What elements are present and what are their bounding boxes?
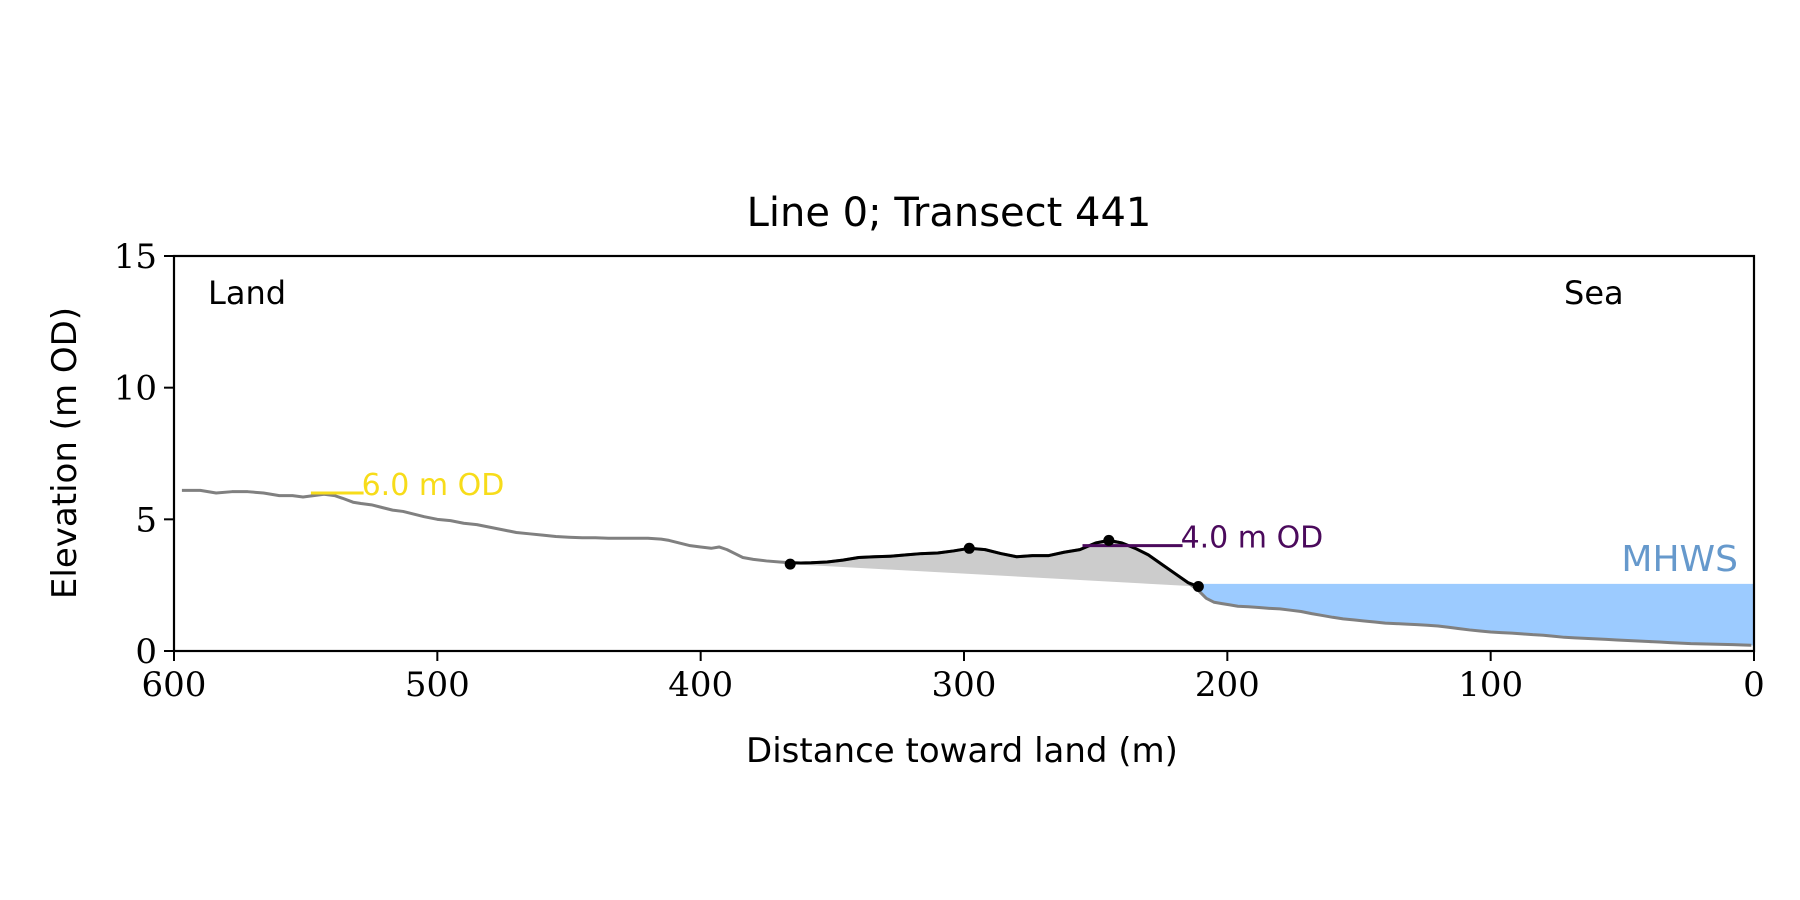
- x-tick-label-0: 0: [1743, 665, 1765, 705]
- land-label: Land: [208, 274, 286, 312]
- x-tick-label-100: 100: [1458, 665, 1523, 705]
- dune-crest-point: [1103, 534, 1115, 546]
- od-marker-label-0: 6.0 m OD: [362, 468, 505, 503]
- chart-title: Line 0; Transect 441: [747, 190, 1152, 236]
- x-tick-label-400: 400: [668, 665, 733, 705]
- x-tick-label-200: 200: [1195, 665, 1260, 705]
- y-axis: 0 5 10 15: [114, 237, 174, 672]
- x-tick-label-600: 600: [142, 665, 207, 705]
- plot-area: 6.0 m OD 4.0 m OD MHWS: [181, 468, 1754, 647]
- dune-mid-point: [963, 542, 975, 554]
- mhws-label: MHWS: [1621, 539, 1738, 580]
- x-axis: 600 500 400 300 200 100 0: [142, 651, 1765, 705]
- sea-label: Sea: [1564, 274, 1624, 312]
- x-tick-label-300: 300: [932, 665, 997, 705]
- dune-toe-point: [784, 558, 796, 570]
- y-tick-label-10: 10: [114, 369, 157, 409]
- od-marker-label-1: 4.0 m OD: [1181, 521, 1324, 556]
- dune-volume-fill: [790, 540, 1199, 587]
- y-tick-label-5: 5: [135, 500, 157, 540]
- x-axis-label: Distance toward land (m): [746, 731, 1178, 771]
- y-axis-label: Elevation (m OD): [45, 307, 85, 599]
- dune-line: [790, 538, 1199, 588]
- dune-heel-point: [1192, 580, 1204, 592]
- y-tick-label-0: 0: [135, 632, 157, 672]
- y-tick-label-15: 15: [114, 237, 157, 277]
- mhws-water-fill: [1195, 583, 1754, 646]
- x-tick-label-500: 500: [405, 665, 470, 705]
